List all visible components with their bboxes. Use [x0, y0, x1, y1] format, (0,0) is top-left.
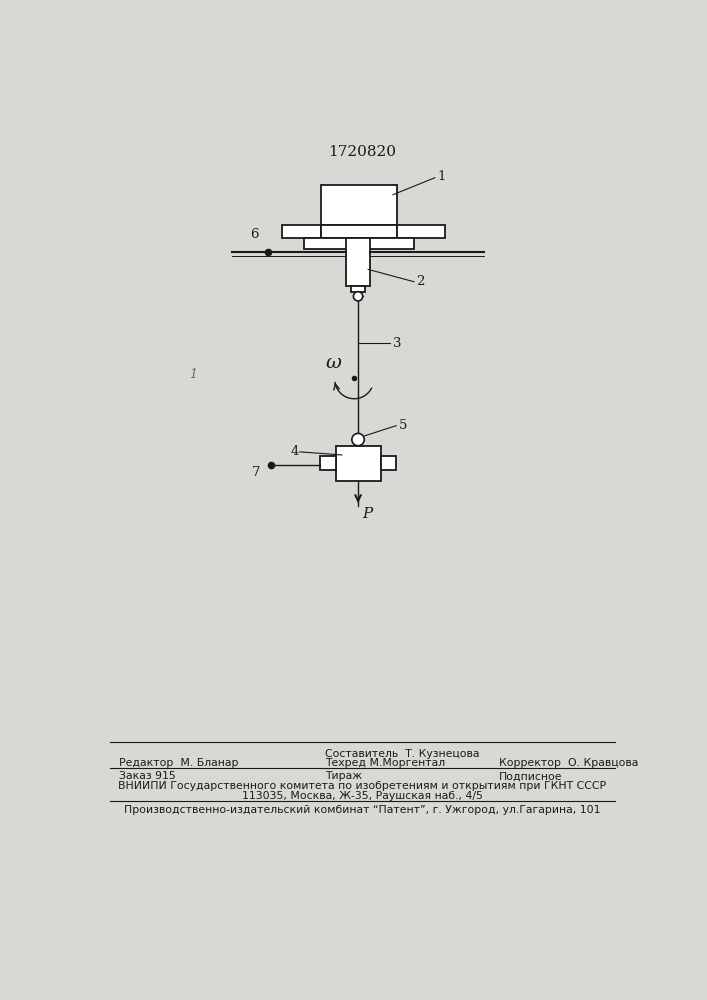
- Text: 3: 3: [393, 337, 402, 350]
- Text: Производственно-издательский комбинат “Патент”, г. Ужгород, ул.Гагарина, 101: Производственно-издательский комбинат “П…: [124, 805, 600, 815]
- Text: Корректор  О. Кравцова: Корректор О. Кравцова: [499, 758, 638, 768]
- Bar: [320, 456, 336, 470]
- Text: ВНИИПИ Государственного комитета по изобретениям и открытиям при ГКНТ СССР: ВНИИПИ Государственного комитета по изоб…: [118, 781, 606, 791]
- Text: ω: ω: [325, 354, 341, 372]
- Text: 4: 4: [291, 445, 299, 458]
- Circle shape: [354, 292, 363, 301]
- Text: Заказ 915: Заказ 915: [119, 771, 176, 781]
- Text: Техред М.Моргентал: Техред М.Моргентал: [325, 758, 445, 768]
- Bar: [321, 185, 397, 225]
- Text: 2: 2: [416, 275, 425, 288]
- Text: 113035, Москва, Ж-35, Раушская наб., 4/5: 113035, Москва, Ж-35, Раушская наб., 4/5: [242, 791, 482, 801]
- Bar: [351, 286, 365, 292]
- Text: 1: 1: [189, 368, 197, 381]
- Text: 1: 1: [437, 170, 445, 183]
- Bar: [397, 225, 445, 238]
- Bar: [336, 446, 380, 481]
- Bar: [346, 238, 370, 286]
- Text: Редактор  М. Бланар: Редактор М. Бланар: [119, 758, 239, 768]
- Text: 6: 6: [250, 228, 259, 241]
- Bar: [380, 456, 396, 470]
- Text: Тираж: Тираж: [325, 771, 362, 781]
- Text: 7: 7: [252, 466, 261, 480]
- Bar: [304, 238, 414, 249]
- Text: 1720820: 1720820: [328, 145, 396, 159]
- Text: Подписное: Подписное: [499, 771, 563, 781]
- Text: P: P: [363, 507, 373, 521]
- Text: 5: 5: [399, 419, 407, 432]
- Text: Составитель  Т. Кузнецова: Составитель Т. Кузнецова: [325, 749, 479, 759]
- Bar: [282, 225, 321, 238]
- Bar: [321, 225, 397, 238]
- Circle shape: [352, 433, 364, 446]
